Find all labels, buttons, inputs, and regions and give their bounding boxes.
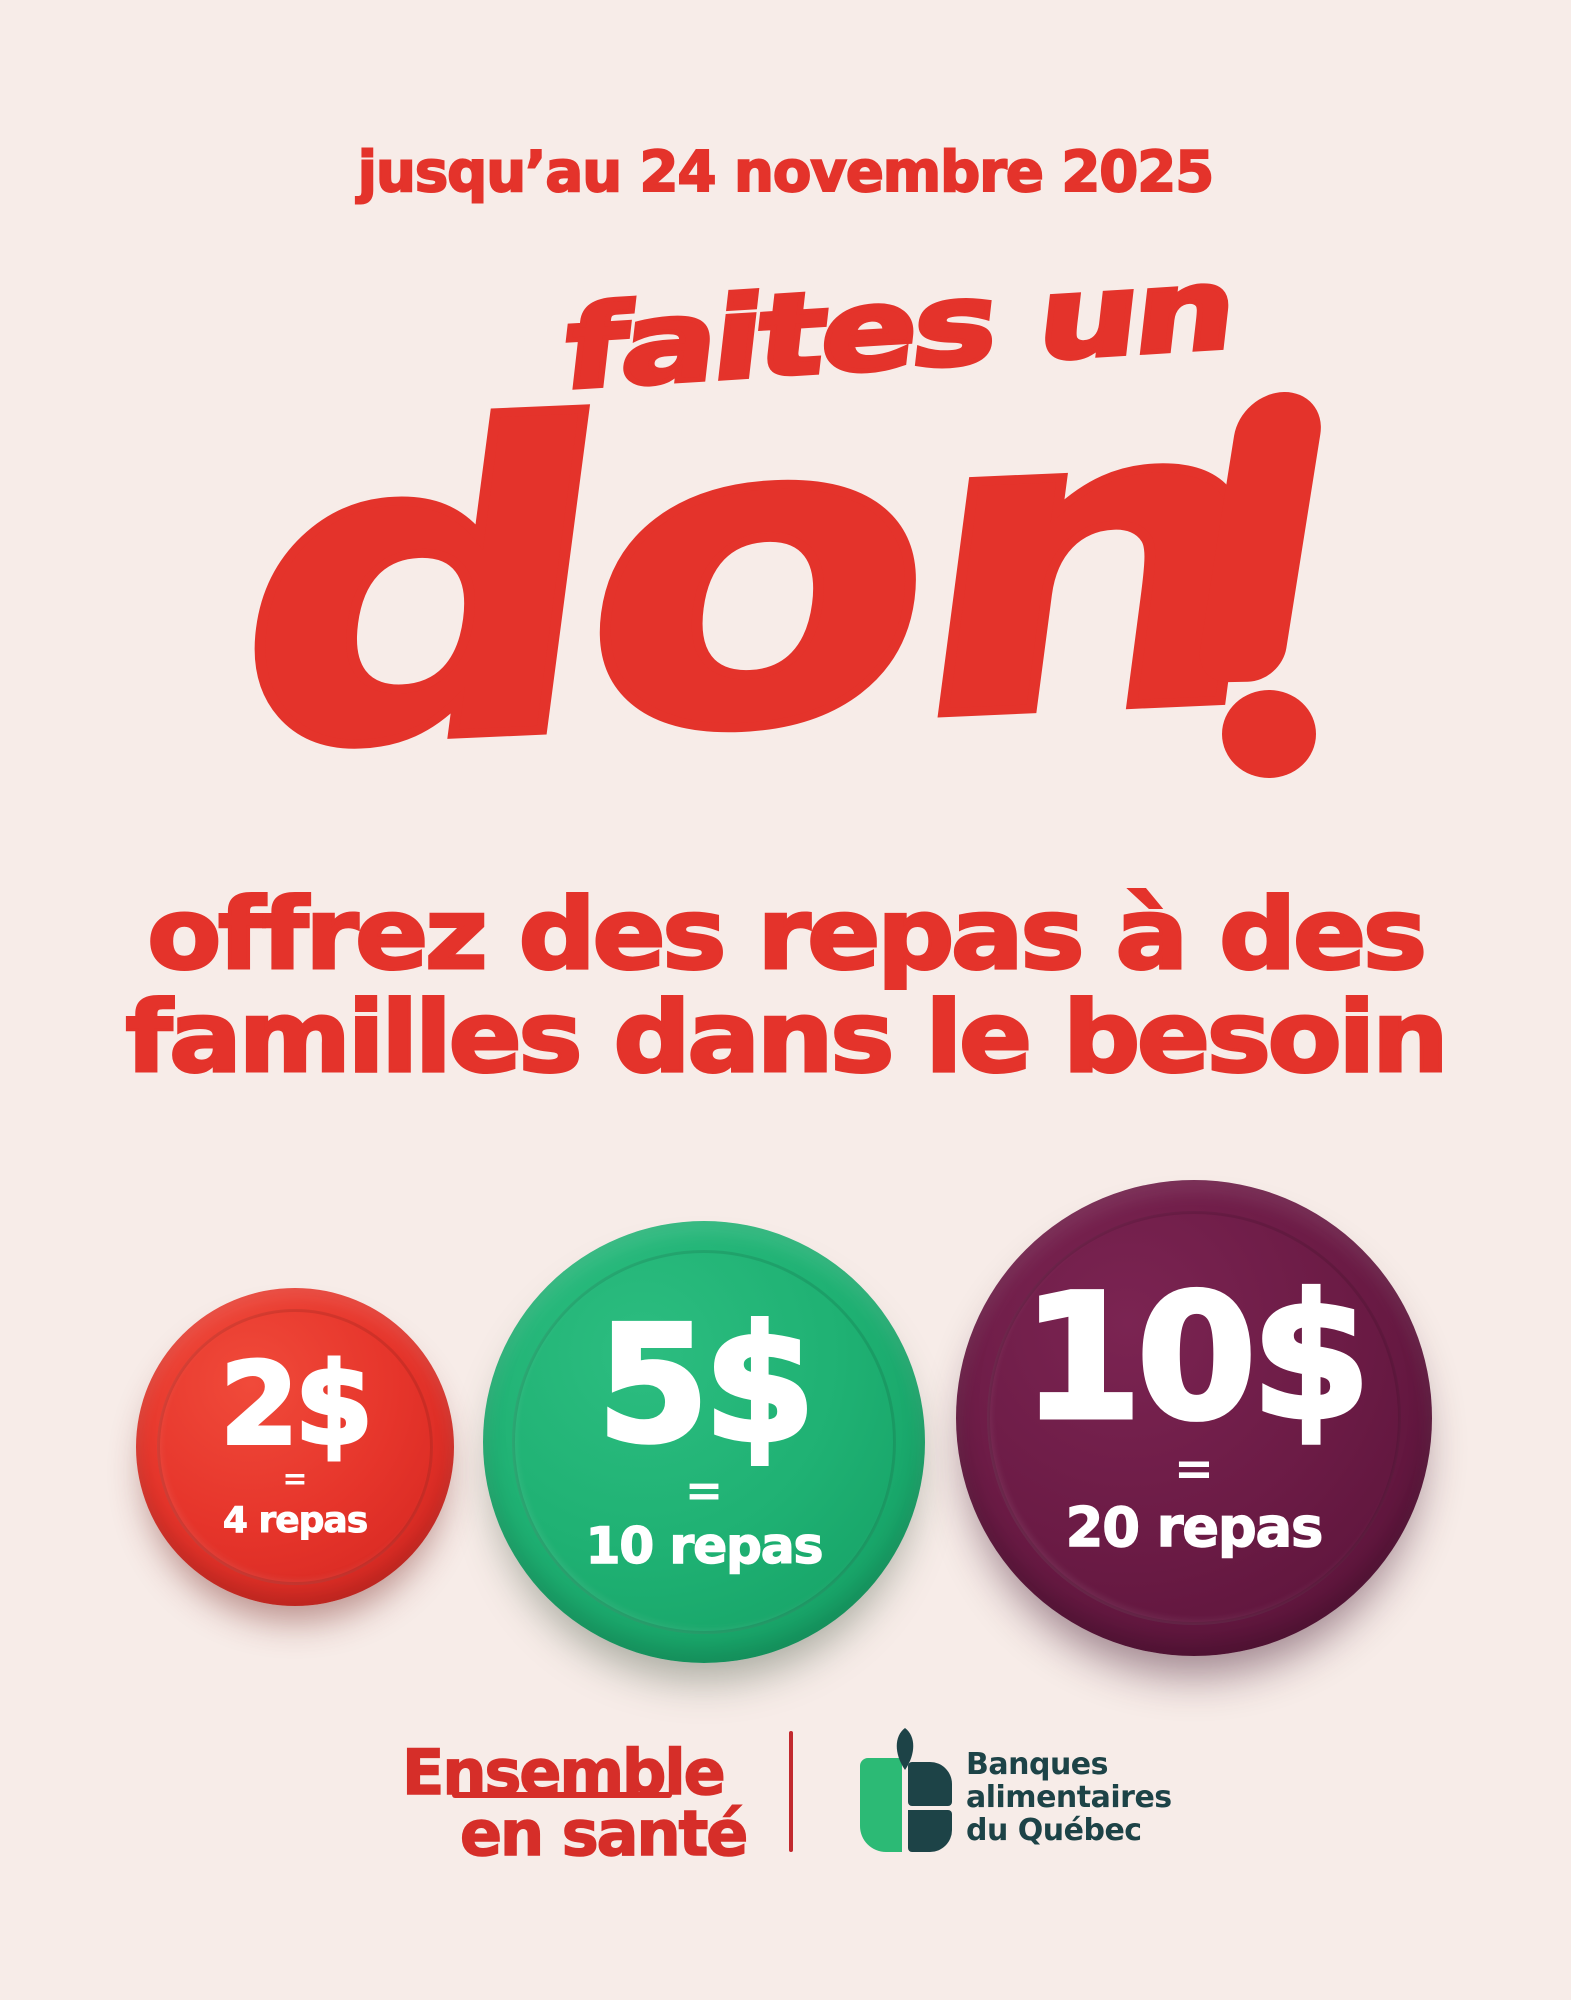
- banques-alimentaires-logo-text: Banques alimentaires du Québec: [966, 1748, 1172, 1847]
- subtitle-line-2: familles dans le besoin: [124, 980, 1450, 1095]
- equals-sign: =: [282, 1462, 308, 1498]
- baq-text-line2: alimentaires: [966, 1780, 1172, 1815]
- donation-coin-5-dollars[interactable]: 5$ = 10 repas: [483, 1221, 925, 1663]
- coin-meals-label: 10 repas: [585, 1517, 824, 1575]
- equals-sign: =: [1173, 1441, 1215, 1498]
- ensemble-en-sante-logo-line2: en santé: [459, 1796, 749, 1871]
- footer-divider-line: [789, 1731, 793, 1852]
- donation-coin-10-dollars[interactable]: 10$ = 20 repas: [956, 1180, 1432, 1656]
- banques-alimentaires-icon: [860, 1728, 952, 1852]
- title-word-don: don: [205, 303, 1301, 850]
- baq-text-line1: Banques: [966, 1747, 1109, 1782]
- coin-amount: 10$: [1020, 1256, 1374, 1458]
- coin-amount: 2$: [218, 1339, 375, 1470]
- hero-title: faites un don !: [0, 0, 1571, 900]
- campaign-date: jusqu’au 24 novembre 2025: [357, 139, 1215, 206]
- donation-coin-2-dollars[interactable]: 2$ = 4 repas: [136, 1288, 454, 1606]
- baq-text-line3: du Québec: [966, 1813, 1142, 1848]
- coin-meals-label: 20 repas: [1065, 1496, 1324, 1560]
- equals-sign: =: [684, 1463, 724, 1517]
- subtitle: offrez des repas à des familles dans le …: [0, 878, 1571, 1095]
- coin-meals-label: 4 repas: [222, 1500, 368, 1542]
- exclamation-mark-text: !: [0, 0, 1, 1]
- subtitle-line-1: offrez des repas à des: [146, 878, 1429, 992]
- exclamation-mark-dot: [1222, 690, 1316, 778]
- coin-amount: 5$: [595, 1291, 818, 1478]
- ensemble-logo-underline: [452, 1792, 672, 1798]
